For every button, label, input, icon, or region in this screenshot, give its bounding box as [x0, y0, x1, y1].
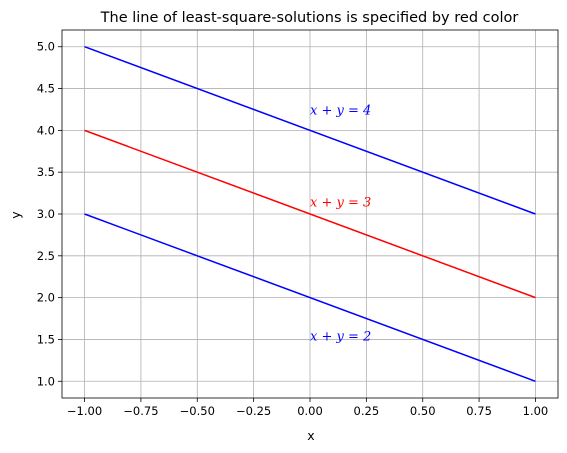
series-line-0: [84, 46, 536, 215]
x-tick-label: 0.50: [410, 404, 436, 418]
y-tick-label: 4.0: [37, 123, 55, 137]
y-tick-label: 5.0: [37, 40, 55, 54]
x-tick-label: 1.00: [523, 404, 549, 418]
y-ticks: 1.0 1.5 2.0 2.5 3.0 3.5 4.0 4.5 5.0: [37, 40, 62, 388]
y-tick-label: 2.0: [37, 291, 55, 305]
x-axis-label: x: [307, 428, 314, 443]
chart-title: The line of least-square-solutions is sp…: [100, 10, 519, 26]
x-tick-label: −0.50: [180, 404, 215, 418]
x-tick-label: 0.25: [354, 404, 380, 418]
x-tick-label: 0.00: [297, 404, 323, 418]
y-tick-label: 2.5: [37, 249, 55, 263]
y-tick-label: 4.5: [37, 82, 55, 96]
x-ticks: −1.00 −0.75 −0.50 −0.25 0.00 0.25 0.50 0.75 1.00: [67, 398, 548, 418]
y-tick-label: 3.5: [37, 165, 55, 179]
y-tick-label: 1.0: [37, 374, 55, 388]
x-tick-label: −0.75: [123, 404, 158, 418]
x-tick-label: −1.00: [67, 404, 102, 418]
y-tick-label: 3.0: [37, 207, 55, 221]
annotation-label: x + y = 4: [310, 104, 371, 119]
x-tick-label: −0.25: [236, 404, 271, 418]
annotations-group: x + y = 4 x + y = 3 x + y = 2: [310, 104, 371, 345]
y-tick-label: 1.5: [37, 332, 55, 346]
x-tick-label: 0.75: [466, 404, 492, 418]
series-line-2: [84, 213, 536, 382]
series-group: [84, 46, 536, 382]
annotation-label: x + y = 3: [310, 196, 371, 211]
annotation-label: x + y = 2: [310, 329, 371, 344]
y-axis-label: y: [8, 211, 23, 219]
series-line-1: [84, 129, 536, 299]
